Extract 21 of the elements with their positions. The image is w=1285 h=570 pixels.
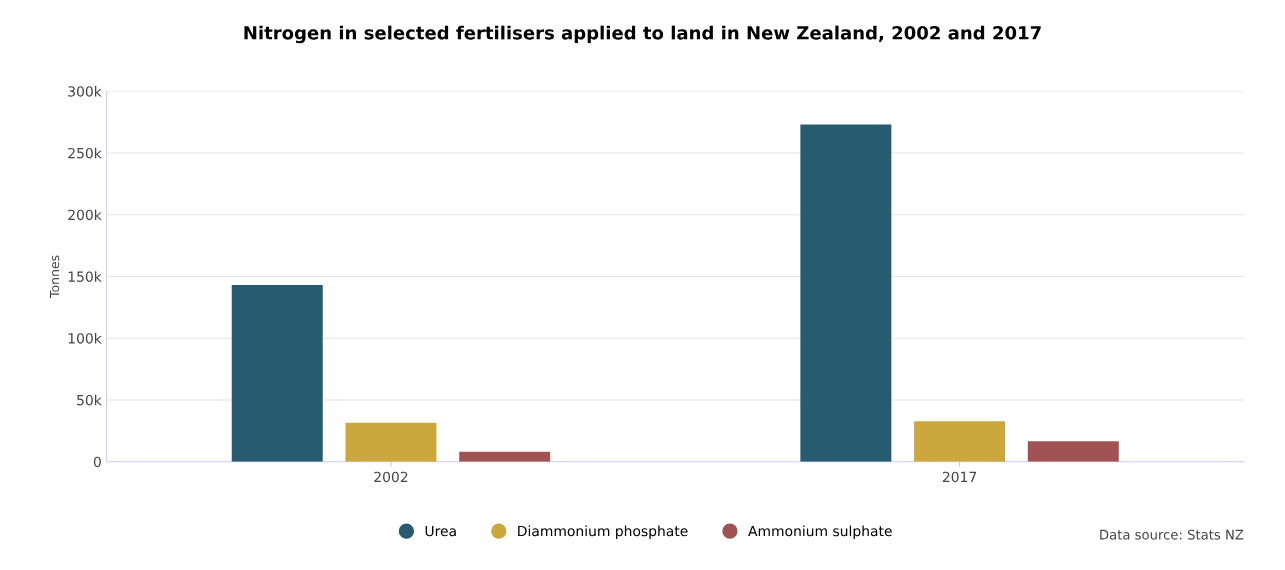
y-tick-label: 200k	[68, 209, 102, 221]
y-tick-label: 150k	[68, 271, 102, 282]
bar	[800, 124, 892, 462]
y-tick-label: 250k	[68, 147, 102, 159]
x-tick-label: 2017	[942, 471, 977, 483]
bar	[459, 451, 551, 462]
source-note: Data source: Stats NZ	[1100, 529, 1244, 540]
legend-label: Diammonium phosphate	[518, 525, 688, 539]
bar	[345, 422, 437, 462]
y-axis-title: Tonnes	[49, 255, 60, 299]
bar	[914, 421, 1006, 462]
chart-title: Nitrogen in selected fertilisers applied to land in New Zealand, 2002 and 2017	[244, 25, 1041, 44]
bar	[231, 285, 323, 462]
legend-label: Ammonium sulphate	[748, 525, 892, 539]
y-tick-label: 50k	[77, 394, 102, 406]
y-tick-label: 0	[93, 456, 101, 468]
y-tick-label: 300k	[68, 85, 102, 97]
y-tick-label: 100k	[68, 332, 102, 344]
x-tick-label: 2002	[374, 471, 408, 483]
legend-label: Urea	[425, 525, 456, 537]
bar	[1027, 441, 1119, 462]
